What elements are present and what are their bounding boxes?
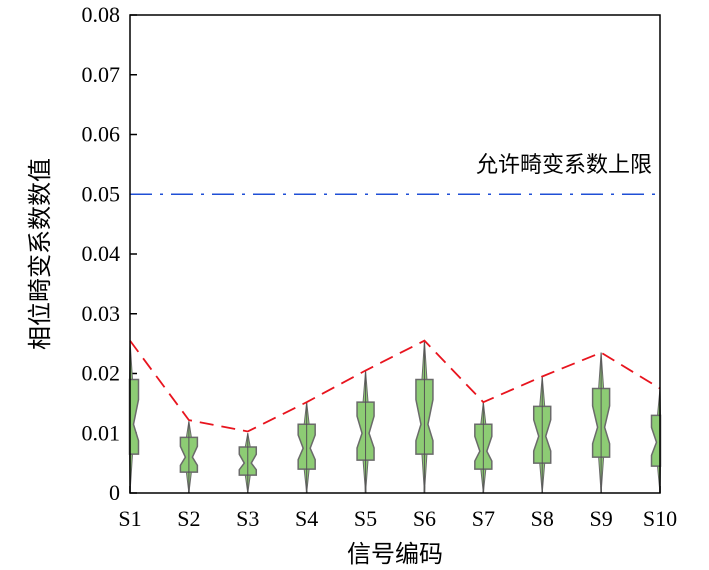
x-tick-label: S5 — [354, 506, 377, 531]
overlay-lines — [129, 193, 661, 433]
plot-frame — [129, 14, 661, 494]
x-tick-label: S6 — [413, 506, 436, 531]
y-tick-label: 0 — [109, 480, 120, 505]
y-axis: 0 0.01 0.02 0.03 0.04 0.05 0.06 0.07 0.08 — [82, 2, 137, 505]
y-tick-label: 0.01 — [82, 420, 121, 445]
y-tick-label: 0.02 — [82, 361, 121, 386]
x-axis-title: 信号编码 — [347, 540, 443, 568]
x-tick-label: S9 — [589, 506, 612, 531]
y-tick-label: 0.04 — [82, 241, 121, 266]
y-axis-title: 相位畸变系数数值 — [26, 158, 54, 350]
x-tick-label: S10 — [643, 506, 677, 531]
y-tick-label: 0.07 — [82, 62, 121, 87]
max-value-line — [129, 339, 661, 433]
plot-area — [130, 15, 660, 493]
x-tick-label: S3 — [236, 506, 259, 531]
x-tick-label: S2 — [177, 506, 200, 531]
y-tick-label: 0.03 — [82, 301, 121, 326]
x-tick-label: S7 — [472, 506, 495, 531]
x-tick-label: S1 — [118, 506, 141, 531]
y-tick-label: 0.08 — [82, 2, 121, 27]
x-tick-label: S4 — [295, 506, 318, 531]
y-tick-label: 0.06 — [82, 122, 121, 147]
reference-label: 允许畸变系数上限 — [476, 153, 652, 178]
y-tick-label: 0.05 — [82, 181, 121, 206]
x-tick-label: S8 — [531, 506, 554, 531]
